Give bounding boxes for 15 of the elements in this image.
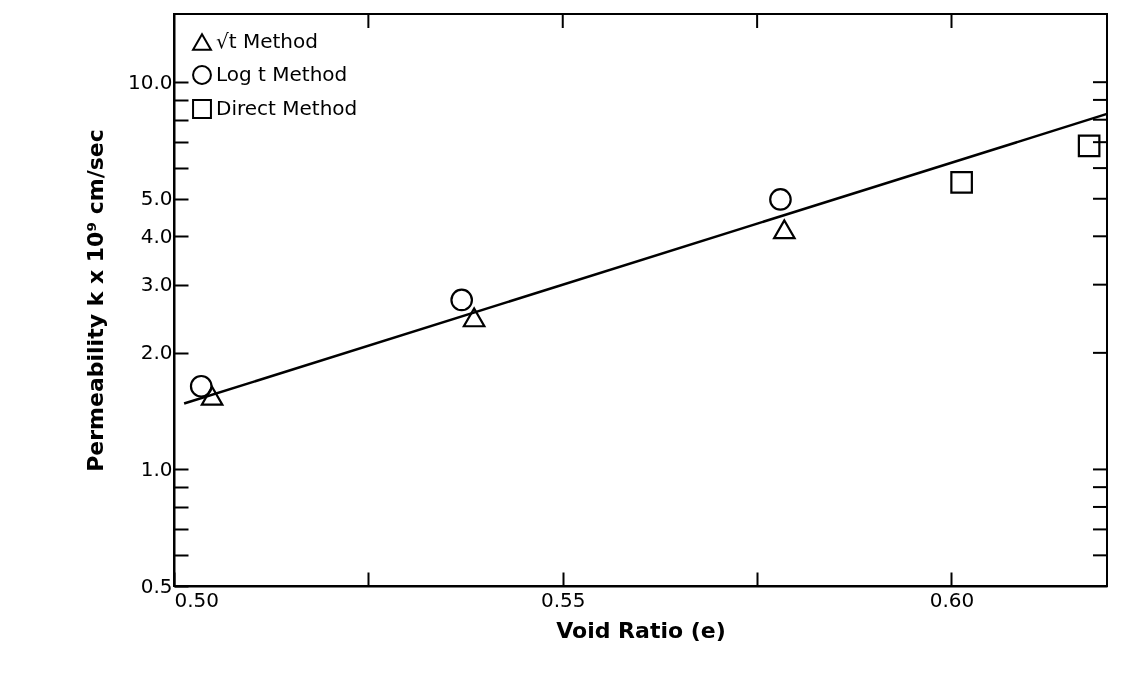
y-tick-label: 10.0 <box>127 69 173 94</box>
y-tick-label: 4.0 <box>140 223 173 248</box>
x-tick-label: 0.55 <box>540 587 586 612</box>
legend-label: Direct Method <box>216 96 358 120</box>
legend-label: √t Method <box>216 29 318 53</box>
legend-label: Log t Method <box>216 62 348 86</box>
x-axis-title: Void Ratio (e) <box>556 617 726 643</box>
y-tick-label: 1.0 <box>140 456 173 481</box>
y-tick-label: 3.0 <box>140 272 173 297</box>
y-tick-label: 2.0 <box>140 340 173 365</box>
x-tick-label: 0.60 <box>929 587 975 612</box>
y-tick-label: 0.5 <box>140 573 173 598</box>
x-tick-label: 0.50 <box>174 587 220 612</box>
y-tick-label: 5.0 <box>140 186 173 211</box>
y-axis-title: Permeability k x 10⁹ cm/sec <box>82 129 108 472</box>
